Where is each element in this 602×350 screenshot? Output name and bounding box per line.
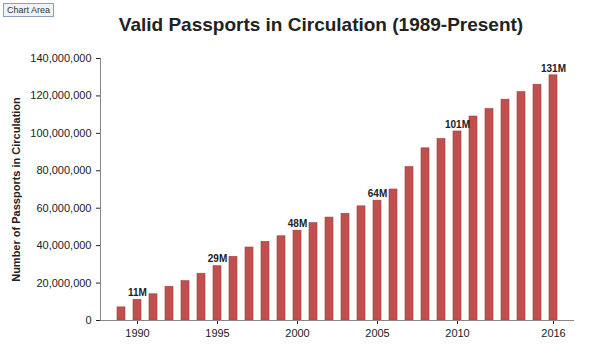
svg-text:29M: 29M	[208, 253, 227, 264]
svg-text:131M: 131M	[541, 63, 566, 74]
svg-text:40,000,000: 40,000,000	[36, 239, 91, 251]
html-text:Valid Passports in Circulation: Valid Passports in Circulation (1989-Pre…	[118, 14, 524, 35]
svg-text:48M: 48M	[288, 218, 307, 229]
svg-text:0: 0	[85, 314, 91, 326]
svg-text:140,000,000: 140,000,000	[30, 52, 91, 64]
svg-text:11M: 11M	[128, 287, 147, 298]
svg-text:100,000,000: 100,000,000	[30, 127, 91, 139]
svg-text:64M: 64M	[368, 188, 387, 199]
svg-text:80,000,000: 80,000,000	[36, 164, 91, 176]
svg-text:120,000,000: 120,000,000	[30, 89, 91, 101]
svg-text:60,000,000: 60,000,000	[36, 202, 91, 214]
svg-text:1995: 1995	[205, 327, 229, 339]
svg-text:Number of Passports in Circula: Number of Passports in Circulation	[10, 97, 22, 282]
html-text:Chart Area: Chart Area	[7, 5, 50, 15]
svg-text:1990: 1990	[125, 327, 149, 339]
svg-text:20,000,000: 20,000,000	[36, 277, 91, 289]
svg-text:2010: 2010	[445, 327, 469, 339]
svg-text:101M: 101M	[445, 119, 470, 130]
svg-text:2000: 2000	[285, 327, 309, 339]
svg-text:2005: 2005	[365, 327, 389, 339]
svg-text:2016: 2016	[541, 327, 565, 339]
